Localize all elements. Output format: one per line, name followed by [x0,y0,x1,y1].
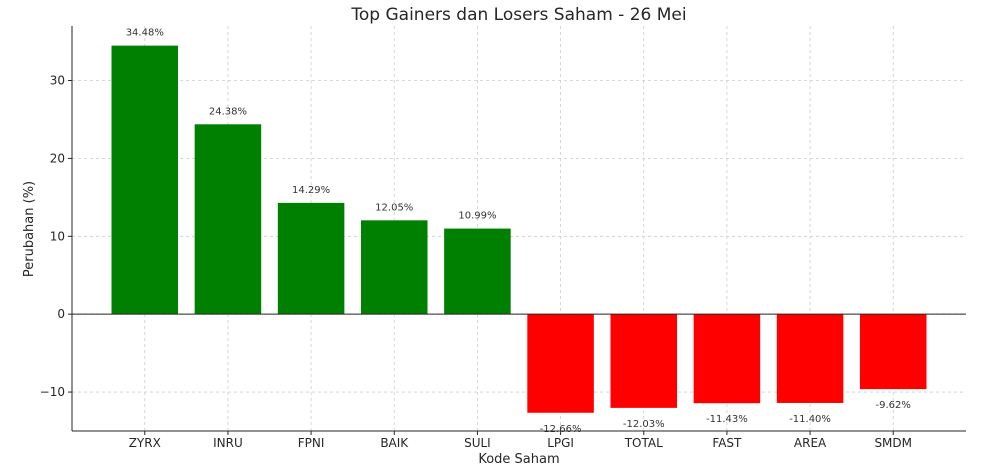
data-label-baik: 12.05% [375,202,413,213]
y-axis-label: Perubahan (%) [22,181,37,277]
y-tick-label: 30 [50,74,65,88]
data-label-fpni: 14.29% [292,185,330,196]
chart-title: Top Gainers dan Losers Saham - 26 Mei [350,5,686,25]
data-label-inru: 24.38% [209,106,247,117]
bar-smdm [859,314,927,390]
bar-total [610,314,678,408]
bar-zyrx [111,45,179,315]
x-tick-label-fast: FAST [712,436,742,450]
y-tick-label: 10 [50,229,65,243]
y-tick-label: 20 [50,151,65,165]
x-tick-label-smdm: SMDM [874,436,912,450]
bar-baik [360,220,428,315]
x-tick-label-area: AREA [794,436,827,450]
bar-suli [444,228,511,315]
x-tick-label-lpgi: LPGI [547,436,574,450]
data-label-zyrx: 34.48% [126,28,164,39]
x-tick-label-total: TOTAL [624,436,663,450]
data-label-fast: -11.43% [706,414,748,425]
bar-area [776,314,844,403]
data-label-total: -12.03% [623,419,665,430]
x-tick-label-baik: BAIK [380,436,409,450]
bar-lpgi [527,314,594,413]
data-label-smdm: -9.62% [876,400,911,411]
bar-fast [693,314,761,404]
data-label-lpgi: -12.66% [540,424,582,435]
y-tick-label: 0 [57,307,65,321]
x-tick-label-zyrx: ZYRX [129,436,161,450]
y-tick-label: −10 [40,385,65,399]
bars [111,45,927,413]
axes: −10 0 10 20 30 ZYRX INRU FPNI BAIK SULI LPGI TOTAL F… [40,26,966,450]
data-label-area: -11.40% [789,414,831,425]
data-labels: 34.48% 24.38% 14.29% 12.05% 10.99% -12.66% -12… [126,28,911,435]
bar-inru [194,124,262,315]
x-tick-label-inru: INRU [213,436,243,450]
x-tick-label-fpni: FPNI [298,436,325,450]
x-axis-label: Kode Saham [478,452,559,467]
x-tick-label-suli: SULI [464,436,491,450]
data-label-suli: 10.99% [458,211,496,222]
bar-fpni [277,202,345,315]
